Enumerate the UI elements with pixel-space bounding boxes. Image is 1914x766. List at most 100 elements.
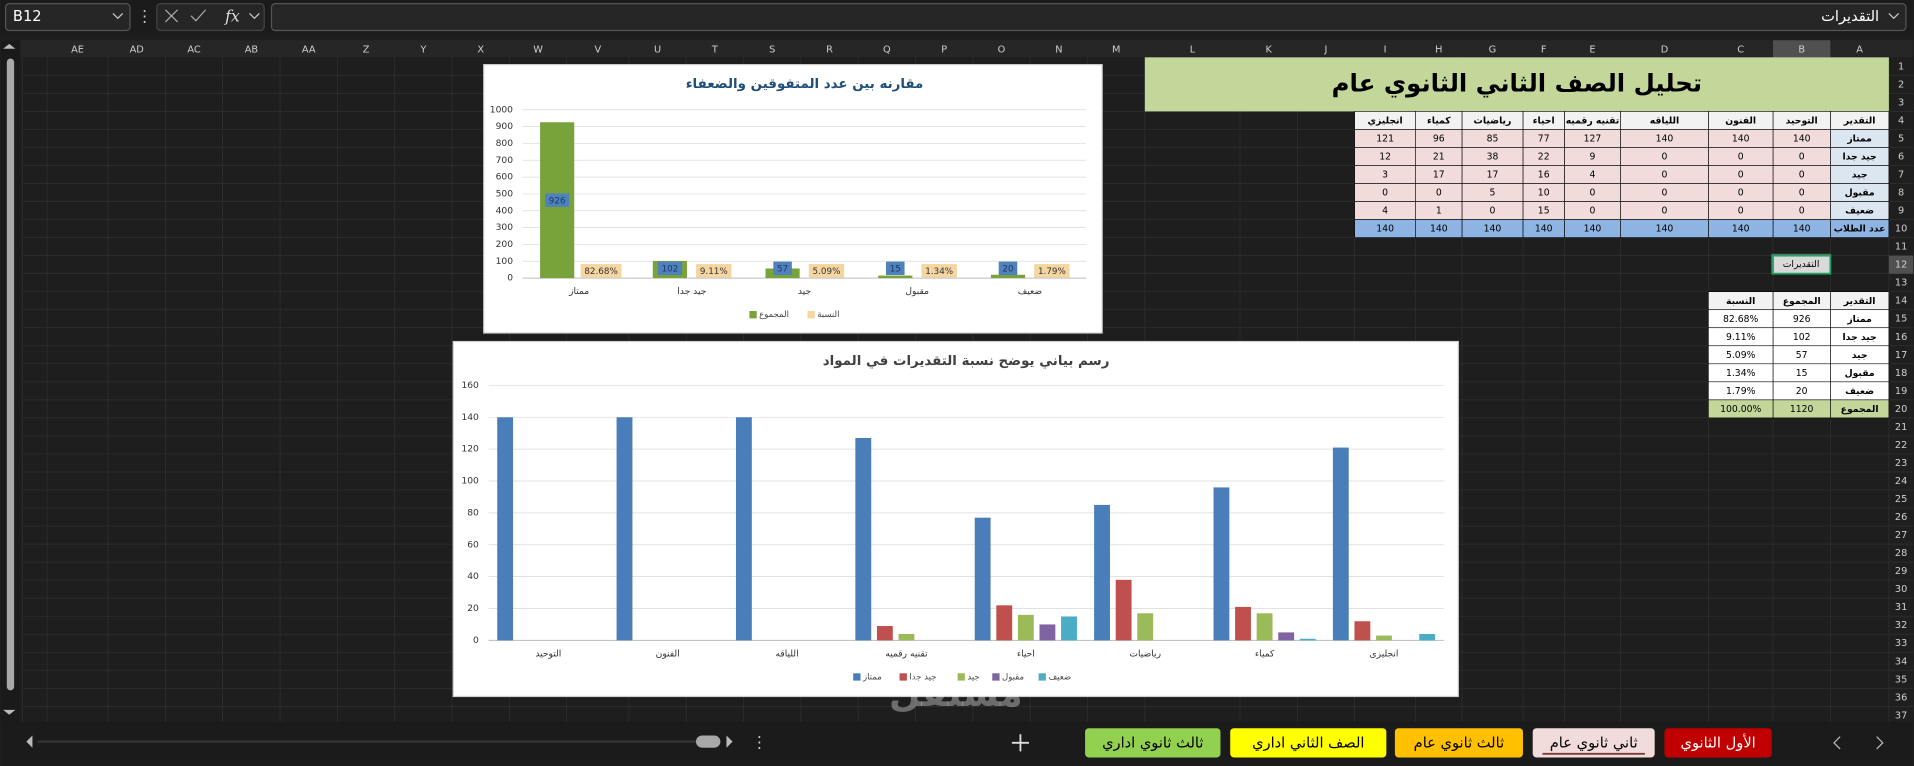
tab-splitter[interactable]: ⋮	[751, 732, 767, 751]
column-header[interactable]: AC	[187, 44, 200, 55]
legend-label[interactable]: مقبول	[1002, 672, 1024, 682]
legend-swatch[interactable]	[992, 673, 1000, 681]
legend-label[interactable]: جيد	[967, 672, 979, 682]
column-header[interactable]: G	[1489, 44, 1497, 55]
column-header[interactable]: Y	[419, 44, 426, 55]
legend-label[interactable]: ممتاز	[862, 672, 882, 682]
enter-icon[interactable]	[190, 9, 207, 22]
row-header[interactable]: 8	[1898, 188, 1904, 199]
row-header[interactable]: 3	[1898, 97, 1904, 108]
formula-expand[interactable]	[1888, 12, 1900, 20]
row-header[interactable]: 5	[1898, 133, 1904, 144]
column-header[interactable]: AB	[245, 44, 258, 55]
row-header[interactable]: 22	[1895, 440, 1907, 451]
row-header[interactable]: 33	[1895, 638, 1907, 649]
row-header[interactable]: 23	[1895, 458, 1907, 469]
row-header[interactable]: 2	[1898, 79, 1904, 90]
column-header[interactable]: M	[1112, 44, 1120, 55]
button-label[interactable]: التقديرات	[1783, 259, 1820, 270]
sheet-tab[interactable]	[1532, 728, 1655, 758]
row-header[interactable]: 16	[1895, 332, 1907, 343]
row-header[interactable]: 17	[1895, 350, 1907, 361]
function-icon[interactable]: fx	[224, 7, 240, 26]
sheet-tab[interactable]	[1394, 728, 1523, 758]
row-header[interactable]: 32	[1895, 620, 1907, 631]
legend-label[interactable]: ضعيف	[1048, 672, 1071, 682]
row-header[interactable]: 11	[1895, 242, 1907, 253]
sheet-tab[interactable]	[1230, 728, 1387, 758]
scroll-up[interactable]	[3, 43, 16, 49]
name-box[interactable]	[4, 3, 131, 32]
row-header[interactable]: 21	[1895, 422, 1907, 433]
row-header[interactable]: 19	[1895, 386, 1907, 397]
hscroll-thumb[interactable]	[695, 735, 721, 748]
row-header[interactable]: 26	[1895, 512, 1907, 523]
column-header[interactable]: X	[477, 44, 484, 55]
function-arrow[interactable]	[249, 12, 260, 20]
column-header[interactable]: O	[998, 44, 1006, 55]
row-header[interactable]: 37	[1895, 710, 1907, 721]
row-header[interactable]: 4	[1898, 115, 1904, 126]
row-header[interactable]: 34	[1895, 656, 1907, 667]
column-header[interactable]: R	[826, 44, 833, 55]
row-header[interactable]: 6	[1898, 151, 1904, 162]
column-header[interactable]: P	[941, 44, 947, 55]
sheet-tab-label[interactable]: ثالث ثانوي اداري	[1102, 734, 1203, 751]
column-header[interactable]: Z	[363, 44, 370, 55]
column-header[interactable]: U	[654, 44, 661, 55]
row-header[interactable]: 13	[1895, 278, 1907, 289]
sheet-tab[interactable]	[1085, 728, 1221, 758]
tab-prev[interactable]	[1833, 736, 1841, 750]
table-cell[interactable]	[1708, 399, 1774, 419]
sheet-tab-label[interactable]: الأول الثانوي	[1681, 733, 1756, 751]
row-header[interactable]: 30	[1895, 584, 1907, 595]
sheet-tab-label[interactable]: ثالث ثانوي عام	[1414, 734, 1504, 751]
row-header[interactable]: 24	[1895, 476, 1907, 487]
row-header[interactable]: 7	[1898, 170, 1904, 181]
column-header[interactable]: AA	[302, 44, 316, 55]
column-header[interactable]: AE	[71, 44, 84, 55]
legend-swatch[interactable]	[1038, 673, 1046, 681]
row-header[interactable]: 28	[1895, 548, 1907, 559]
row-header[interactable]: 20	[1895, 404, 1907, 415]
legend-swatch[interactable]	[899, 673, 907, 681]
sheet-tab-label[interactable]: ثاني ثانوي عام	[1550, 734, 1638, 751]
sheet-tab-label[interactable]: الصف الثاني اداري	[1252, 734, 1364, 751]
column-header[interactable]: S	[769, 44, 775, 55]
hscroll-left[interactable]	[26, 735, 33, 748]
legend-swatch[interactable]	[957, 673, 965, 681]
scroll-thumb[interactable]	[6, 58, 15, 691]
row-header[interactable]: 18	[1895, 368, 1907, 379]
column-header[interactable]: K	[1265, 44, 1272, 55]
row-header[interactable]: 9	[1898, 206, 1904, 217]
legend-label[interactable]: النسبة	[817, 310, 839, 320]
column-header[interactable]: I	[1384, 44, 1387, 55]
row-header[interactable]: 10	[1895, 224, 1907, 235]
column-header[interactable]: H	[1435, 44, 1442, 55]
legend-label[interactable]: جيد جدا	[909, 672, 936, 682]
column-header[interactable]: C	[1737, 44, 1744, 55]
column-header[interactable]: AD	[130, 44, 144, 55]
row-header[interactable]: 12	[1895, 260, 1907, 271]
column-header[interactable]: T	[711, 44, 718, 55]
column-header[interactable]: D	[1661, 44, 1669, 55]
column-header[interactable]: B	[1798, 44, 1805, 55]
column-header[interactable]: J	[1324, 44, 1328, 55]
column-header[interactable]: A	[1856, 44, 1863, 55]
formula-input[interactable]	[270, 3, 1907, 32]
row-header[interactable]: 31	[1895, 602, 1907, 613]
scroll-down[interactable]	[3, 709, 16, 715]
row-header[interactable]: 1	[1898, 61, 1904, 72]
row-header[interactable]: 25	[1895, 494, 1907, 505]
row-header[interactable]: 15	[1895, 314, 1907, 325]
row-header[interactable]: 27	[1895, 530, 1907, 541]
column-header[interactable]: L	[1190, 44, 1196, 55]
row-header[interactable]: 14	[1895, 296, 1907, 307]
row-header[interactable]: 29	[1895, 566, 1907, 577]
cancel-icon[interactable]	[164, 9, 179, 23]
column-header[interactable]: Q	[883, 44, 891, 55]
hscroll-right[interactable]	[726, 735, 733, 748]
column-header[interactable]: N	[1055, 44, 1062, 55]
legend-swatch[interactable]	[853, 673, 861, 681]
legend-swatch[interactable]	[749, 311, 757, 319]
